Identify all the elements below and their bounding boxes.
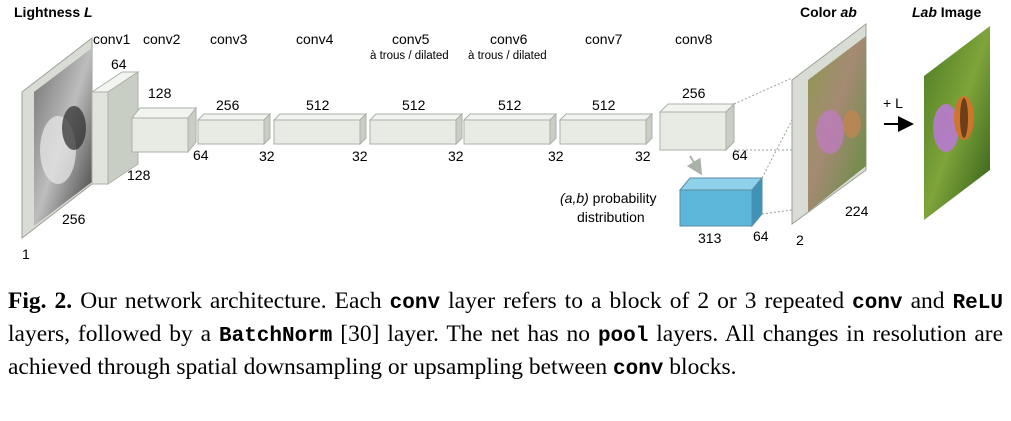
caption-body: Our network architecture. Each conv laye… (8, 288, 1004, 381)
input-channels: 1 (22, 246, 30, 262)
conv8-channels: 256 (682, 85, 706, 101)
figure-caption: Fig. 2. Our network architecture. Each c… (8, 286, 1003, 385)
conv8-block (658, 102, 736, 152)
caption-text: layer refers to a block of 2 or 3 repeat… (440, 288, 853, 314)
caption-code-term: ReLU (952, 292, 1003, 315)
conv6-spatial: 32 (548, 148, 564, 164)
conv5-block (368, 112, 464, 146)
probability-distribution-block (678, 176, 764, 228)
conv3-label: conv3 (210, 31, 248, 47)
caption-text: layers, followed by a (8, 321, 219, 347)
conv3-spatial: 32 (259, 148, 275, 164)
caption-code-term: BatchNorm (218, 325, 333, 348)
conv4-label: conv4 (296, 31, 334, 47)
conv5-channels: 512 (402, 97, 426, 113)
conv1-spatial: 128 (127, 167, 151, 183)
caption-code-term: conv (389, 292, 441, 315)
conv6-sublabel: à trous / dilated (468, 50, 547, 62)
caption-text: layers. All changes in resolution are ac… (8, 321, 1004, 380)
conv5-spatial: 32 (448, 148, 464, 164)
caption-fig-label: Fig. 2. (8, 288, 73, 314)
caption-text: blocks. (663, 354, 737, 380)
conv6-label: conv6 (490, 31, 528, 47)
caption-code-term: conv (852, 292, 903, 315)
prob-label-line2: distribution (577, 209, 645, 225)
conv6-channels: 512 (498, 97, 522, 113)
conv4-channels: 512 (306, 97, 330, 113)
conv7-label: conv7 (585, 31, 623, 47)
conv7-channels: 512 (592, 97, 616, 113)
conv1-block (90, 71, 140, 185)
conv6-block (462, 112, 558, 146)
ab-spatial: 224 (845, 203, 869, 219)
lab-image-title: Lab Image (912, 4, 981, 20)
color-ab-title: Color ab (800, 4, 857, 20)
caption-text: Our network architecture. Each (72, 288, 390, 314)
conv4-spatial: 32 (352, 148, 368, 164)
conv1-channels: 64 (111, 56, 127, 72)
input-lightness-slab (21, 36, 93, 240)
conv4-block (272, 112, 368, 146)
conv8-label: conv8 (675, 31, 713, 47)
prob-label-line1: (a,b) probability (560, 190, 657, 206)
conv7-block (558, 112, 654, 146)
network-architecture-diagram: Lightness L Color ab Lab Image conv1 con… (14, 4, 990, 262)
plus-l-label: + L (883, 95, 903, 111)
conv3-channels: 256 (216, 97, 240, 113)
input-width: 256 (62, 211, 86, 227)
input-title: Lightness L (14, 4, 93, 20)
conv2-block (130, 106, 198, 154)
conv5-label: conv5 (392, 31, 430, 47)
color-ab-slab (791, 22, 867, 225)
conv8-spatial: 64 (732, 147, 748, 163)
caption-code-term: conv (613, 358, 664, 381)
caption-text: [30] layer. The net has no (332, 321, 598, 347)
conv5-sublabel: à trous / dilated (370, 50, 449, 62)
conv2-spatial: 64 (193, 147, 209, 163)
projection-lines (733, 77, 793, 215)
conv7-spatial: 32 (635, 148, 651, 164)
ab-channels: 2 (796, 232, 804, 248)
prob-width: 313 (698, 230, 722, 246)
conv2-channels: 128 (148, 85, 172, 101)
conv8-to-prob-arrow (686, 155, 703, 176)
conv1-label: conv1 (93, 31, 131, 47)
conv2-label: conv2 (143, 31, 181, 47)
caption-text: and (902, 288, 953, 314)
conv3-block (196, 112, 272, 146)
lab-image-slab (924, 26, 990, 220)
caption-code-term: pool (597, 325, 649, 348)
prob-height: 64 (753, 228, 769, 244)
